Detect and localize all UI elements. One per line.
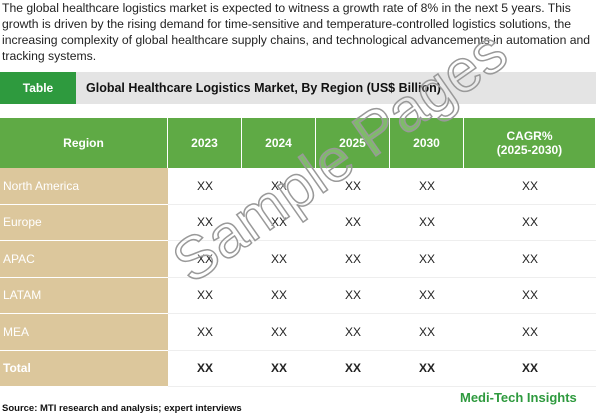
- column-header: 2024: [242, 118, 316, 168]
- table-cell: XX: [242, 168, 316, 205]
- table-tab: Table: [0, 72, 76, 104]
- column-header: 2030: [390, 118, 464, 168]
- row-label: MEA: [0, 314, 168, 351]
- row-label: North America: [0, 168, 168, 205]
- intro-text: The global healthcare logistics market i…: [2, 1, 591, 63]
- table-cell: XX: [464, 351, 596, 387]
- table-cell: XX: [168, 241, 242, 278]
- banner: Table Global Healthcare Logistics Market…: [0, 72, 596, 104]
- column-header: 2025: [316, 118, 390, 168]
- source-note: Source: MTI research and analysis; exper…: [2, 403, 242, 414]
- row-label: APAC: [0, 241, 168, 278]
- table-cell: XX: [316, 205, 390, 241]
- table-cell: XX: [168, 314, 242, 351]
- row-label: LATAM: [0, 277, 168, 314]
- table-cell: XX: [464, 314, 596, 351]
- table-cell: XX: [316, 278, 390, 314]
- table-cell: XX: [316, 351, 390, 387]
- table-cell: XX: [390, 168, 464, 205]
- table-cell: XX: [464, 205, 596, 241]
- table-cell: XX: [390, 351, 464, 387]
- table-cell: XX: [390, 278, 464, 314]
- table-cell: XX: [242, 241, 316, 278]
- table-cell: XX: [242, 314, 316, 351]
- column-header: 2023: [168, 118, 242, 168]
- table-cell: XX: [242, 205, 316, 241]
- table-cell: XX: [168, 168, 242, 205]
- table-cell: XX: [242, 278, 316, 314]
- table-cell: XX: [464, 168, 596, 205]
- table-cell: XX: [390, 314, 464, 351]
- table-cell: XX: [464, 278, 596, 314]
- table-cell: XX: [242, 351, 316, 387]
- column-header: Region: [0, 118, 168, 168]
- table-cell: XX: [390, 205, 464, 241]
- row-label: Europe: [0, 204, 168, 241]
- table-cell: XX: [464, 241, 596, 278]
- column-header: CAGR% (2025-2030): [464, 118, 596, 168]
- table-cell: XX: [316, 314, 390, 351]
- table-cell: XX: [168, 351, 242, 387]
- table-cell: XX: [316, 168, 390, 205]
- table-cell: XX: [316, 241, 390, 278]
- table-cell: XX: [390, 241, 464, 278]
- table-title: Global Healthcare Logistics Market, By R…: [86, 81, 441, 95]
- brand: Medi-Tech Insights: [460, 390, 577, 405]
- row-label: Total: [0, 350, 168, 387]
- table-cell: XX: [168, 205, 242, 241]
- table-cell: XX: [168, 278, 242, 314]
